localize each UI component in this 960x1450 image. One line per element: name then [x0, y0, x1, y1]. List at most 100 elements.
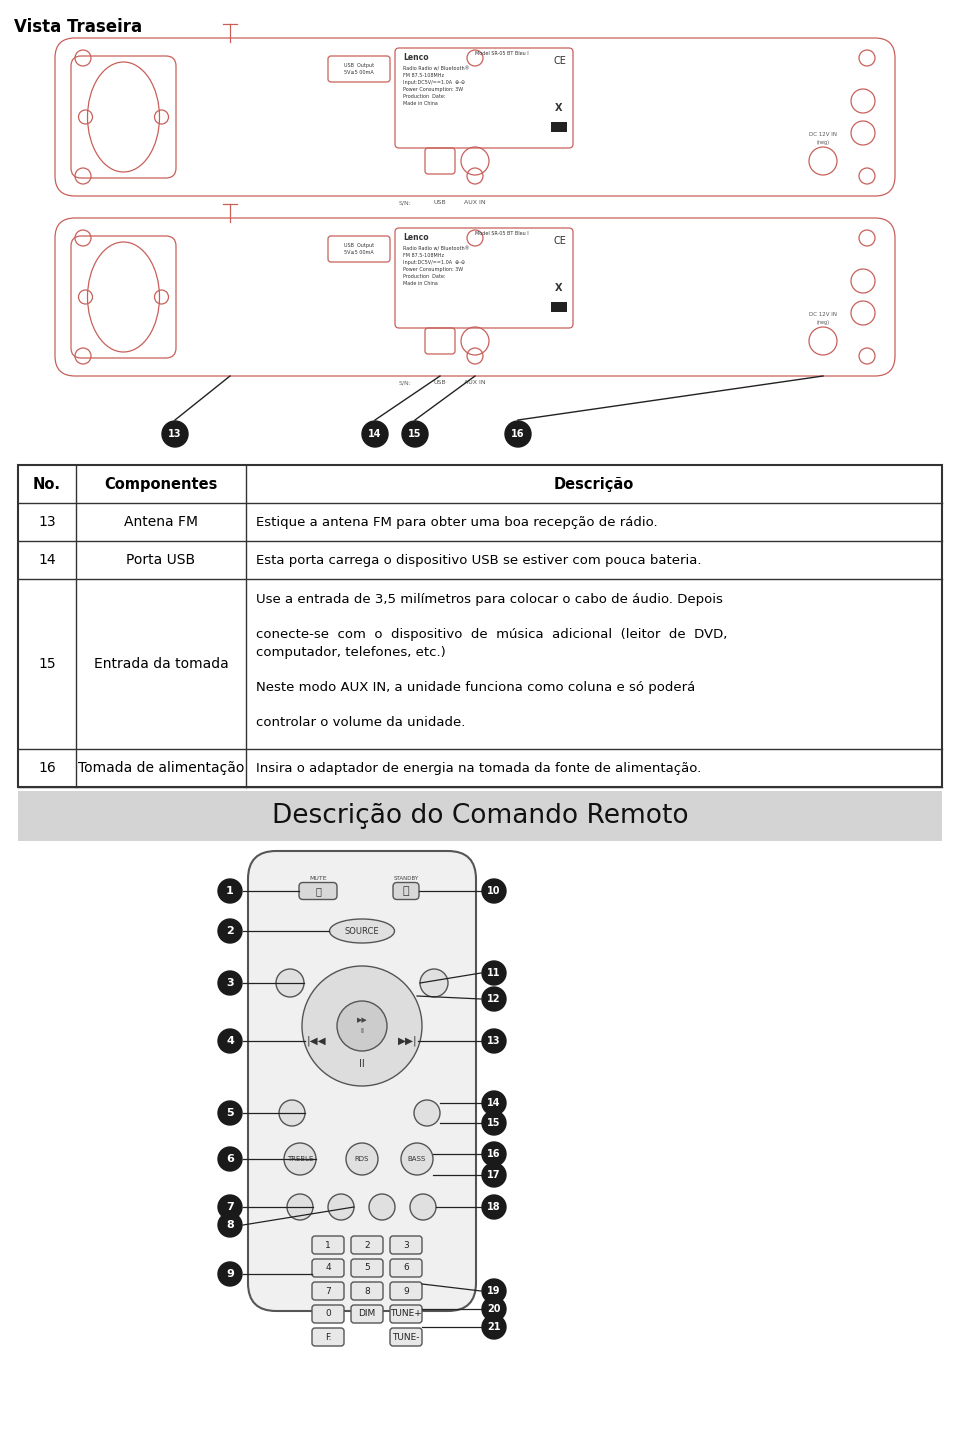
Text: 6: 6	[226, 1154, 234, 1164]
Text: ▶▶|: ▶▶|	[398, 1035, 418, 1047]
Text: 18: 18	[487, 1202, 501, 1212]
Text: ▶▶: ▶▶	[356, 1016, 368, 1024]
Text: Descrição do Comando Remoto: Descrição do Comando Remoto	[272, 803, 688, 829]
Circle shape	[337, 1000, 387, 1051]
FancyBboxPatch shape	[390, 1235, 422, 1254]
Text: II: II	[360, 1028, 364, 1034]
Ellipse shape	[329, 919, 395, 943]
Text: 15: 15	[408, 429, 421, 439]
Text: Model SR-05 BT Bleu I: Model SR-05 BT Bleu I	[475, 51, 529, 57]
FancyBboxPatch shape	[390, 1282, 422, 1301]
Text: 14: 14	[38, 552, 56, 567]
Circle shape	[218, 1147, 242, 1172]
Circle shape	[218, 972, 242, 995]
Circle shape	[302, 966, 422, 1086]
Text: No.: No.	[33, 477, 61, 492]
Text: 8: 8	[227, 1219, 234, 1230]
FancyBboxPatch shape	[312, 1235, 344, 1254]
Text: 3: 3	[403, 1241, 409, 1250]
Text: USB  Output
5V≤5 00mA: USB Output 5V≤5 00mA	[344, 64, 374, 75]
FancyBboxPatch shape	[312, 1282, 344, 1301]
Text: Radio Radio w/ Bluetooth®
FM 87.5-108MHz
Input:DC5V/==1.0A  ⊕-⊖
Power Consumptio: Radio Radio w/ Bluetooth® FM 87.5-108MHz…	[403, 247, 469, 286]
Circle shape	[328, 1193, 354, 1219]
Text: USB: USB	[434, 380, 446, 386]
Text: 7: 7	[325, 1286, 331, 1295]
FancyBboxPatch shape	[312, 1305, 344, 1322]
Text: SLEEP: SLEEP	[333, 1188, 348, 1192]
Text: 5: 5	[364, 1263, 370, 1273]
Text: 9: 9	[226, 1269, 234, 1279]
Text: S/N:: S/N:	[399, 380, 412, 386]
Circle shape	[287, 1193, 313, 1219]
Text: |◀◀: |◀◀	[306, 1035, 325, 1047]
Circle shape	[362, 420, 388, 447]
Circle shape	[482, 1315, 506, 1338]
Text: computador, telefones, etc.): computador, telefones, etc.)	[256, 645, 445, 658]
Text: DC 12V IN: DC 12V IN	[809, 132, 837, 136]
Bar	[18, 792, 942, 841]
Text: Vista Traseira: Vista Traseira	[14, 17, 142, 36]
Circle shape	[410, 1193, 436, 1219]
Circle shape	[482, 1163, 506, 1188]
Text: SNOOZE: SNOOZE	[289, 1188, 311, 1192]
Text: Insira o adaptador de energia na tomada da fonte de alimentação.: Insira o adaptador de energia na tomada …	[256, 761, 701, 774]
Text: 5: 5	[227, 1108, 234, 1118]
Circle shape	[284, 1143, 316, 1175]
Text: ⏻: ⏻	[402, 886, 409, 896]
Circle shape	[401, 1143, 433, 1175]
Bar	[551, 122, 567, 132]
Text: X: X	[555, 103, 563, 113]
FancyBboxPatch shape	[390, 1259, 422, 1277]
Text: USB  Output
5V≤5 00mA: USB Output 5V≤5 00mA	[344, 244, 374, 255]
FancyBboxPatch shape	[390, 1305, 422, 1322]
Circle shape	[505, 420, 531, 447]
Text: TREBLE: TREBLE	[287, 1156, 313, 1161]
Text: 2: 2	[364, 1241, 370, 1250]
Text: 8: 8	[364, 1286, 370, 1295]
Text: 16: 16	[512, 429, 525, 439]
Circle shape	[482, 1195, 506, 1219]
Text: TUNE-: TUNE-	[393, 1333, 420, 1341]
FancyBboxPatch shape	[351, 1259, 383, 1277]
Circle shape	[482, 1030, 506, 1053]
Text: Use a entrada de 3,5 milímetros para colocar o cabo de áudio. Depois: Use a entrada de 3,5 milímetros para col…	[256, 593, 723, 606]
Text: AUX IN: AUX IN	[465, 380, 486, 386]
Circle shape	[482, 1279, 506, 1304]
Text: 1: 1	[325, 1241, 331, 1250]
Text: ALARM: ALARM	[372, 1188, 391, 1192]
Text: BT-DAB: BT-DAB	[414, 1188, 433, 1192]
Text: MUTE: MUTE	[309, 876, 326, 880]
Text: MOST: MOST	[281, 966, 300, 970]
FancyBboxPatch shape	[312, 1328, 344, 1346]
Text: DC 12V IN: DC 12V IN	[809, 312, 837, 318]
Circle shape	[402, 420, 428, 447]
FancyBboxPatch shape	[299, 883, 337, 899]
Text: Lenco: Lenco	[403, 233, 428, 242]
Text: 21: 21	[488, 1322, 501, 1333]
Text: 11: 11	[488, 969, 501, 977]
Text: Descrição: Descrição	[554, 477, 635, 492]
Text: PRESET: PRESET	[422, 966, 445, 970]
Text: 16: 16	[38, 761, 56, 774]
Text: Radio Radio w/ Bluetooth®
FM 87.5-108MHz
Input:DC5V/==1.0A  ⊕-⊖
Power Consumptio: Radio Radio w/ Bluetooth® FM 87.5-108MHz…	[403, 67, 469, 106]
Text: controlar o volume da unidade.: controlar o volume da unidade.	[256, 715, 466, 728]
Circle shape	[482, 1111, 506, 1135]
Text: Porta USB: Porta USB	[127, 552, 196, 567]
Bar	[18, 465, 942, 787]
Circle shape	[482, 1090, 506, 1115]
Circle shape	[420, 969, 448, 998]
Text: AUX IN: AUX IN	[465, 200, 486, 204]
Text: Antena FM: Antena FM	[124, 515, 198, 529]
Text: F.: F.	[324, 1333, 331, 1341]
Text: Lenco: Lenco	[403, 54, 428, 62]
Text: 20: 20	[488, 1304, 501, 1314]
Text: SOURCE: SOURCE	[345, 927, 379, 935]
Text: USB: USB	[434, 200, 446, 204]
Text: 19: 19	[488, 1286, 501, 1296]
Circle shape	[369, 1193, 395, 1219]
Circle shape	[279, 1101, 305, 1127]
FancyBboxPatch shape	[351, 1282, 383, 1301]
Text: 16: 16	[488, 1148, 501, 1159]
Text: ⏸: ⏸	[315, 886, 321, 896]
Text: 10: 10	[488, 886, 501, 896]
